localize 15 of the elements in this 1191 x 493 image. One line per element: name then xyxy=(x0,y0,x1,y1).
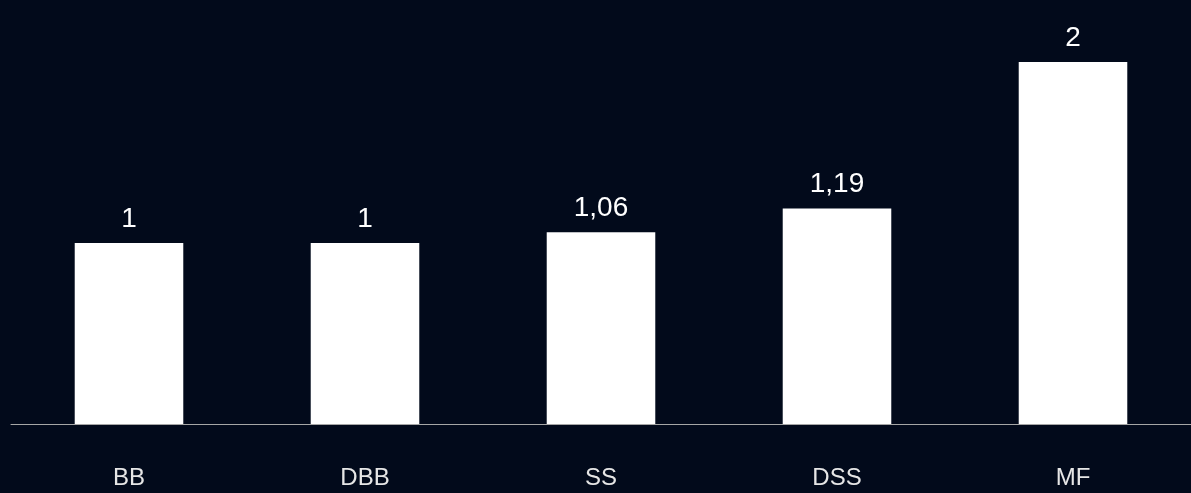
bar xyxy=(782,208,892,424)
data-label: 2 xyxy=(1065,20,1081,52)
data-label: 1 xyxy=(121,201,137,233)
x-tick-label: DSS xyxy=(812,462,862,490)
bar xyxy=(74,243,184,424)
bar xyxy=(1018,62,1128,424)
x-tick-label: DBB xyxy=(340,462,390,490)
data-label: 1 xyxy=(357,201,373,233)
x-tick-label: MF xyxy=(1055,462,1091,490)
x-tick-label: BB xyxy=(112,462,146,490)
bar xyxy=(310,243,420,424)
data-label: 1,19 xyxy=(809,167,865,199)
data-label: 1,06 xyxy=(573,190,629,222)
x-tick-label: SS xyxy=(584,462,618,490)
bar xyxy=(546,232,656,424)
